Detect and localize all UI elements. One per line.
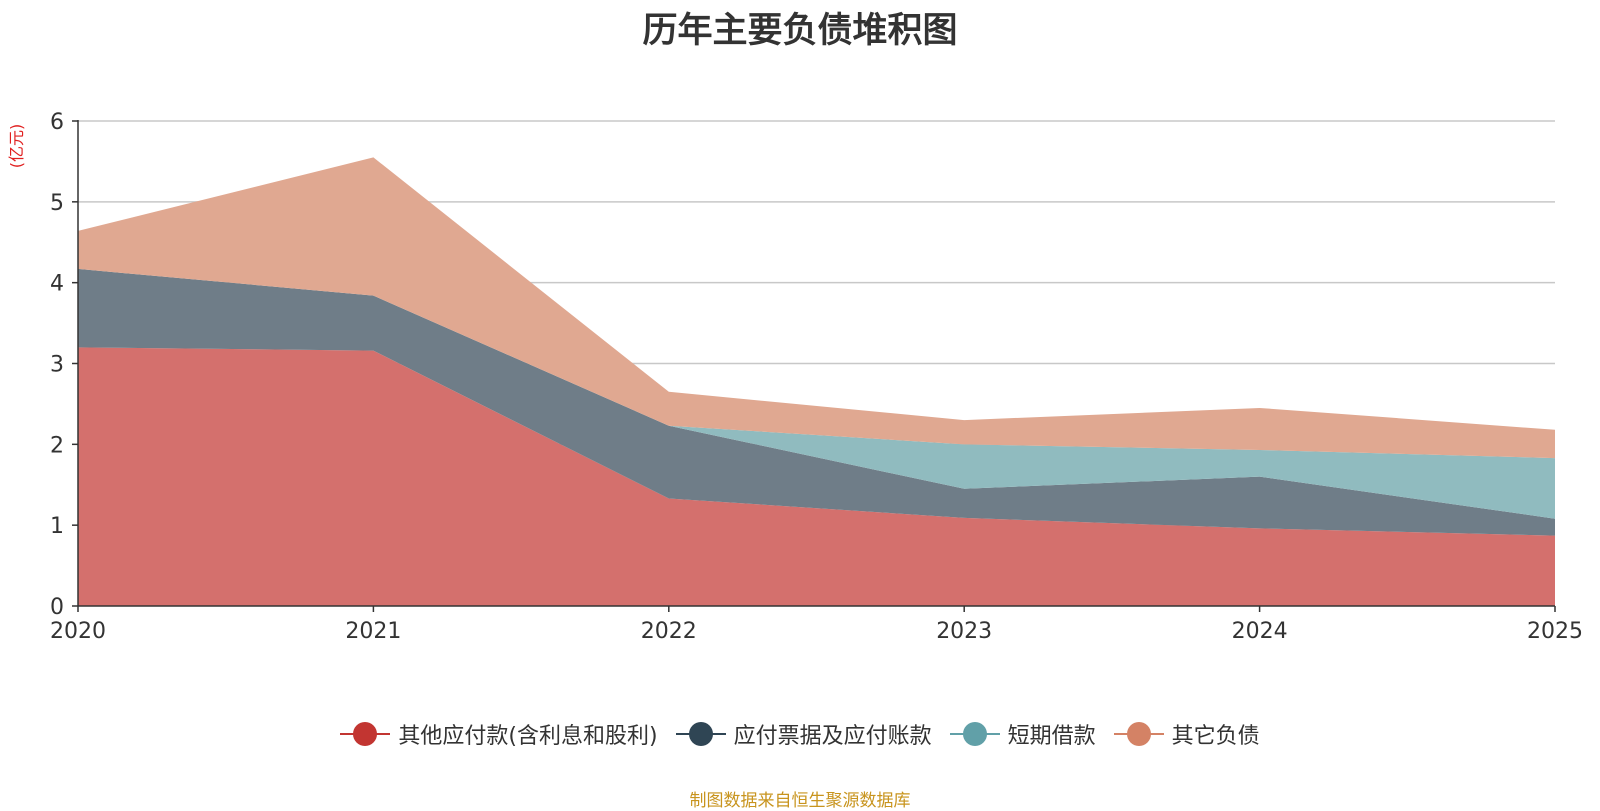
legend-marker-icon [675,721,726,747]
legend: 其他应付款(含利息和股利) 应付票据及应付账款 短期借款 其它负债 [0,718,1600,750]
x-tick-label: 2024 [1232,619,1288,644]
y-tick-label: 2 [50,433,64,458]
legend-item-2[interactable]: 短期借款 [949,718,1096,750]
y-tick-label: 1 [50,514,64,539]
x-tick-label: 2021 [345,619,401,644]
y-tick-label: 6 [50,110,64,135]
x-tick-label: 2020 [50,619,106,644]
area-series-0 [78,347,1555,606]
legend-label: 短期借款 [1007,724,1096,749]
legend-label: 应付票据及应付账款 [733,724,932,749]
legend-marker-icon [1113,721,1164,747]
area-series-3 [78,157,1555,459]
x-tick-label: 2025 [1527,619,1583,644]
y-tick-label: 4 [50,272,64,297]
legend-item-1[interactable]: 应付票据及应付账款 [675,718,932,750]
legend-marker-icon [340,721,391,747]
y-tick-label: 5 [50,191,64,216]
legend-item-0[interactable]: 其他应付款(含利息和股利) [340,718,658,750]
y-tick-label: 3 [50,353,64,378]
source-note: 制图数据来自恒生聚源数据库 [689,791,911,811]
legend-label: 其它负债 [1171,724,1260,749]
y-axis-unit-label: (亿元) [7,124,26,169]
legend-marker-icon [949,721,1000,747]
x-tick-label: 2023 [936,619,992,644]
legend-item-3[interactable]: 其它负债 [1113,718,1260,750]
area-series-2 [78,268,1555,519]
chart-title: 历年主要负债堆积图 [642,11,958,51]
legend-label: 其他应付款(含利息和股利) [398,724,658,749]
x-tick-label: 2022 [641,619,697,644]
y-tick-label: 0 [50,595,64,620]
area-series-1 [78,268,1555,536]
